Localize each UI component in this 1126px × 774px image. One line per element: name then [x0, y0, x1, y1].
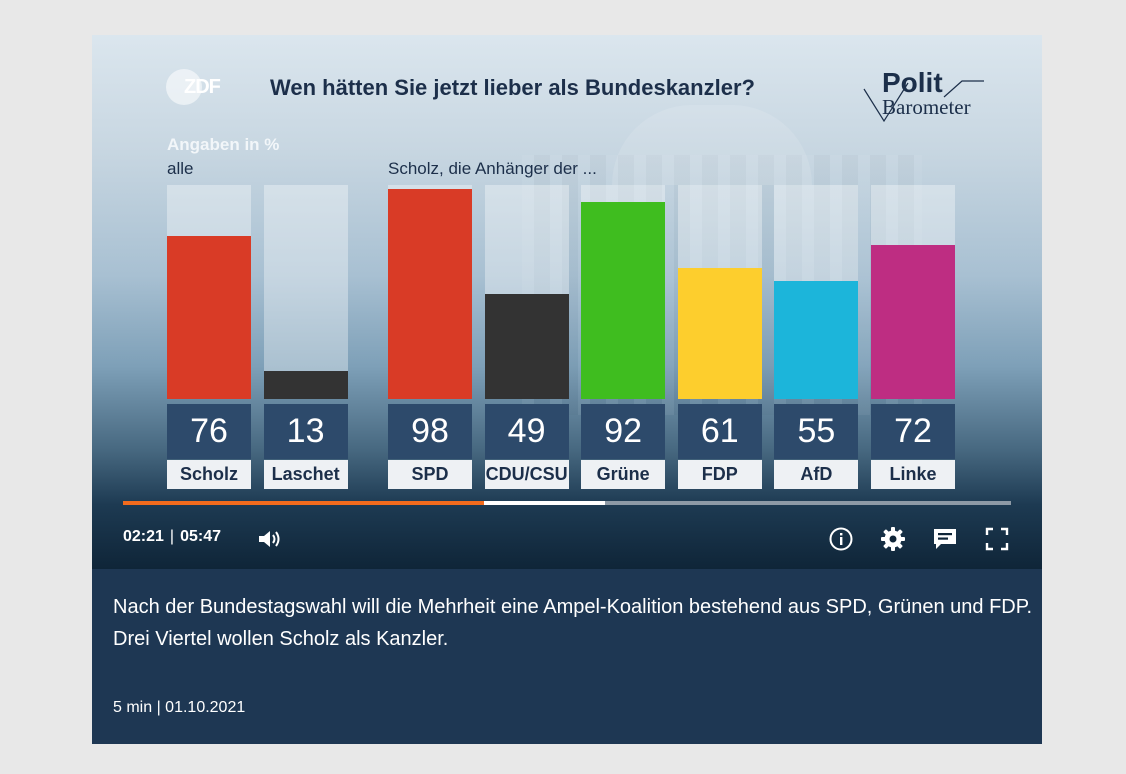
bar-track: [484, 185, 569, 399]
bar-category-label: CDU/CSU: [484, 460, 569, 489]
player-controls: 02:21 | 05:47: [92, 515, 1042, 569]
bar-category-label: Linke: [871, 460, 955, 489]
bar: [581, 202, 666, 399]
bar-value-label: 76: [167, 404, 251, 459]
background-dome-image: [612, 105, 812, 185]
bar-track: [871, 185, 955, 399]
unit-label: Angaben in %: [167, 135, 280, 154]
bar-value-label: 72: [871, 404, 955, 459]
bar: [774, 281, 859, 399]
bar-value-label: 49: [484, 404, 569, 459]
chart-title: Wen hätten Sie jetzt lieber als Bundeska…: [270, 75, 755, 100]
bar-category-label: AfD: [774, 460, 859, 489]
group-label-all: alle: [167, 159, 194, 178]
info-icon[interactable]: [827, 525, 855, 553]
volume-icon[interactable]: [256, 525, 284, 553]
bar-value-label: 13: [263, 404, 348, 459]
bar: [677, 268, 762, 399]
bar: [167, 236, 251, 399]
bar: [263, 371, 348, 399]
politbarometer-logo: Polit Barometer: [862, 67, 992, 127]
time-display: 02:21 | 05:47: [123, 528, 221, 546]
bar-category-label: SPD: [388, 460, 472, 489]
settings-icon[interactable]: [879, 525, 907, 553]
bar-category-label: FDP: [677, 460, 762, 489]
video-meta: 5 min | 01.10.2021: [113, 699, 246, 716]
video-info-panel: Nach der Bundestagswahl will die Mehrhei…: [92, 569, 1042, 744]
bar: [484, 294, 569, 399]
bar-track: [677, 185, 762, 399]
group-label-supporters: Scholz, die Anhänger der ...: [388, 159, 597, 178]
time-separator: |: [169, 528, 175, 545]
bar-track: [581, 185, 666, 399]
bar-category-label: Grüne: [581, 460, 666, 489]
bar-track: [774, 185, 859, 399]
bar: [871, 244, 955, 399]
current-time: 02:21: [123, 528, 164, 545]
duration: 05:47: [180, 528, 221, 545]
fullscreen-icon[interactable]: [983, 525, 1011, 553]
progress-bar[interactable]: [123, 501, 1011, 505]
subtitles-icon[interactable]: [931, 525, 959, 553]
bar-value-label: 92: [581, 404, 666, 459]
zdf-logo: ZDF: [166, 69, 230, 105]
video-description: Nach der Bundestagswahl will die Mehrhei…: [113, 596, 1033, 650]
bar-value-label: 55: [774, 404, 859, 459]
bar-track: [167, 185, 251, 399]
bar-track: [263, 185, 348, 399]
bar-track: [388, 185, 472, 399]
bar: [388, 189, 472, 399]
video-player[interactable]: ZDF Wen hätten Sie jetzt lieber als Bund…: [92, 35, 1042, 569]
bar-value-label: 98: [388, 404, 472, 459]
played-progress: [123, 501, 484, 505]
bar-category-label: Scholz: [167, 460, 251, 489]
bar-category-label: Laschet: [263, 460, 348, 489]
bar-value-label: 61: [677, 404, 762, 459]
